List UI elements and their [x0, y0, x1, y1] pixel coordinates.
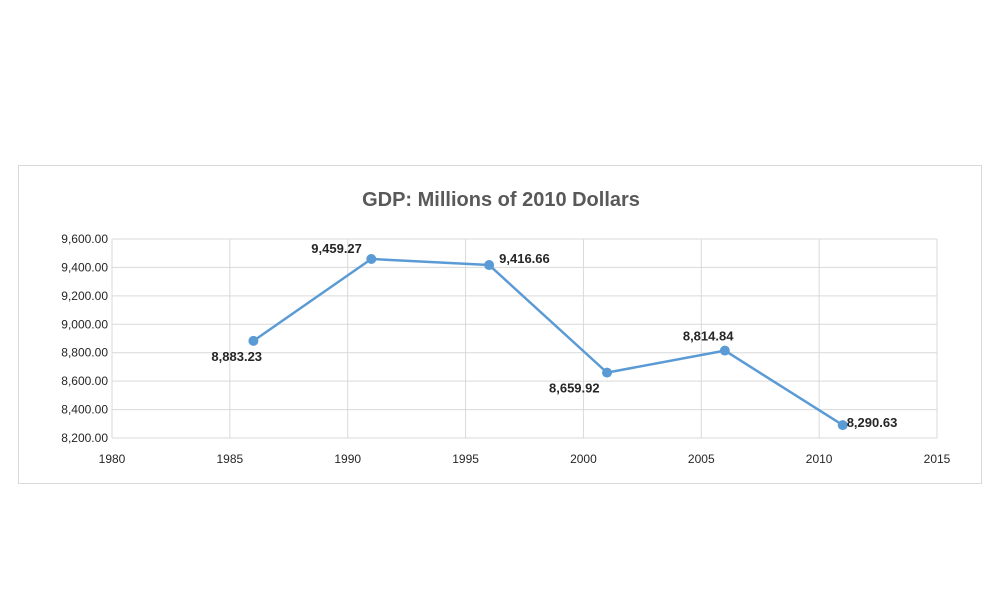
data-point-1991 — [366, 254, 377, 265]
x-tick-label-2015: 2015 — [924, 452, 951, 466]
horizontal-gridlines — [112, 238, 937, 439]
y-tick-label-5: 8,600.00 — [61, 374, 108, 388]
data-label-2001: 8,659.92 — [549, 381, 600, 396]
y-axis-ticks: 9,600.00 9,400.00 9,200.00 9,000.00 8,800.00… — [61, 232, 108, 445]
data-point-2011 — [837, 420, 848, 431]
data-label-2011: 8,290.63 — [847, 415, 898, 430]
x-tick-label-2005: 2005 — [688, 452, 715, 466]
y-tick-label-0: 9,600.00 — [61, 232, 108, 246]
x-tick-label-2000: 2000 — [570, 452, 597, 466]
y-tick-label-4: 8,800.00 — [61, 346, 108, 360]
data-label-1991: 9,459.27 — [311, 241, 362, 256]
chart-frame: GDP: Millions of 2010 Dollars 9,600.00 9,… — [18, 165, 982, 484]
data-label-2006: 8,814.84 — [683, 329, 734, 344]
chart-title: GDP: Millions of 2010 Dollars — [362, 189, 640, 211]
vertical-gridlines — [111, 239, 938, 438]
data-label-1996: 9,416.66 — [499, 251, 550, 266]
x-tick-label-1980: 1980 — [99, 452, 126, 466]
y-tick-label-1: 9,400.00 — [61, 260, 108, 274]
data-point-1986 — [248, 335, 259, 346]
series-line — [252, 257, 844, 427]
x-tick-label-1990: 1990 — [334, 452, 361, 466]
x-tick-label-1985: 1985 — [217, 452, 244, 466]
y-tick-label-7: 8,200.00 — [61, 431, 108, 445]
x-axis-ticks: 1980 1985 1990 1995 2000 2005 2010 2015 — [99, 452, 951, 466]
y-tick-label-6: 8,400.00 — [61, 403, 108, 417]
data-label-1986: 8,883.23 — [211, 349, 262, 364]
chart-svg: GDP: Millions of 2010 Dollars 9,600.009,… — [61, 189, 951, 466]
data-point-2006 — [719, 345, 730, 356]
y-tick-label-3: 9,000.00 — [61, 317, 108, 331]
data-labels: 8,883.23 9,459.27 9,416.66 8,659.92 8,814.84… — [211, 241, 897, 430]
data-point-2001 — [602, 367, 612, 378]
x-tick-label-2010: 2010 — [806, 452, 833, 466]
y-tick-label-2: 9,200.00 — [61, 289, 108, 303]
series-gdp — [248, 254, 848, 431]
data-point-1996 — [484, 260, 495, 271]
x-tick-label-1995: 1995 — [452, 452, 479, 466]
